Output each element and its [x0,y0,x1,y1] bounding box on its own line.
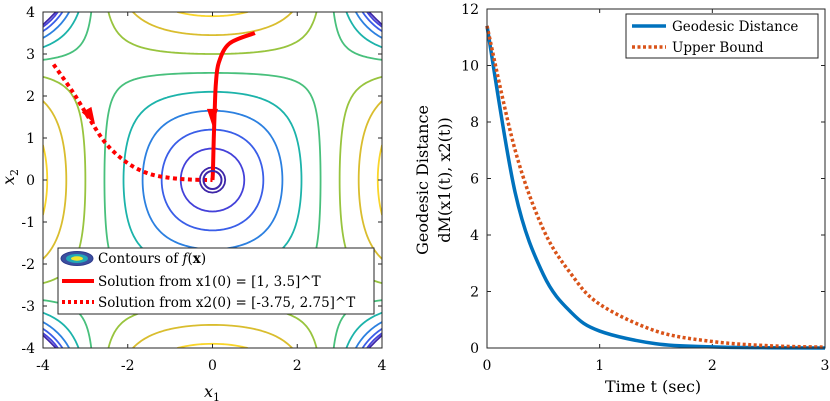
distance-series [485,25,826,350]
left-ytick-label: 4 [26,5,35,21]
right-ytick-label: 8 [470,115,479,131]
legend-label-upper: Upper Bound [672,40,764,56]
trajectories [51,31,256,190]
contour-level [43,12,382,348]
left-xlabel: x 1 [204,382,220,401]
left-ytick-label: 0 [26,173,35,189]
left-xtick-label: -2 [121,358,135,374]
left-xtick-label: -4 [36,358,50,374]
right-xtick-label: 1 [595,358,604,374]
right-ylabel: Geodesic Distance dM(x1(t), x2(t)) [413,105,454,255]
left-legend-box [57,247,375,315]
trajectory-x1 [210,31,256,181]
right-xtick-label: 2 [708,358,717,374]
right-legend-box [625,13,819,59]
svg-text:1: 1 [213,391,220,401]
right-ytick-label: 6 [470,172,479,188]
legend-label-sol1: Solution from x1(0) = [1, 3.5]^T [98,274,321,290]
contour-level [43,12,382,348]
right-ytick-label: 4 [470,228,479,244]
right-ytick-label: 10 [461,59,479,75]
left-ytick-label: -3 [21,299,35,315]
trajectory-x2 [51,63,213,182]
legend-label-geodesic: Geodesic Distance [672,19,798,35]
right-xtick-label: 0 [483,358,492,374]
series-geodesic-distance [485,25,826,350]
innermost-contour [202,170,223,190]
right-xtick-label: 3 [821,358,830,374]
left-ytick-label: 3 [26,47,35,63]
left-xtick-label: 0 [208,358,217,374]
left-xtick-label: 2 [293,358,302,374]
svg-text:x: x [0,176,18,185]
left-ytick-label: -4 [21,341,35,357]
svg-text:2: 2 [8,169,21,176]
legend-label-sol2: Solution from x2(0) = [-3.75, 2.75]^T [98,295,355,311]
right-xlabel: Time t (sec) [605,377,701,396]
legend-contour-icon [60,251,94,266]
left-legend: Contours of f(x) Solution from x1(0) = [… [57,247,375,315]
left-ytick-label: 2 [26,89,35,105]
right-ytick-label: 0 [470,341,479,357]
left-ytick-label: 1 [26,131,35,147]
right-ylabel-line2: dM(x1(t), x2(t)) [435,117,454,243]
trajectory-x1-arrow [206,108,219,126]
trajectory-x2-arrow [81,106,96,125]
svg-text:x: x [204,382,213,401]
contour-level [43,12,382,348]
left-xtick-label: 4 [378,358,387,374]
left-ytick-label: -1 [21,215,35,231]
right-legend: Geodesic Distance Upper Bound [625,13,819,59]
right-axes-box [486,8,826,349]
right-ytick-label: 12 [461,2,479,18]
left-axis-ticks: -4 -2 0 2 4 4 3 2 1 0 -1 -2 -3 -4 [21,5,386,374]
contour-level [43,12,382,348]
right-ylabel-line1: Geodesic Distance [413,105,432,255]
left-ylabel: x 2 [0,169,21,185]
right-ytick-label: 2 [470,285,479,301]
series-upper-bound [485,25,826,349]
left-ytick-label: -2 [21,257,35,273]
legend-label-contours: Contours of f(x) [98,251,206,267]
